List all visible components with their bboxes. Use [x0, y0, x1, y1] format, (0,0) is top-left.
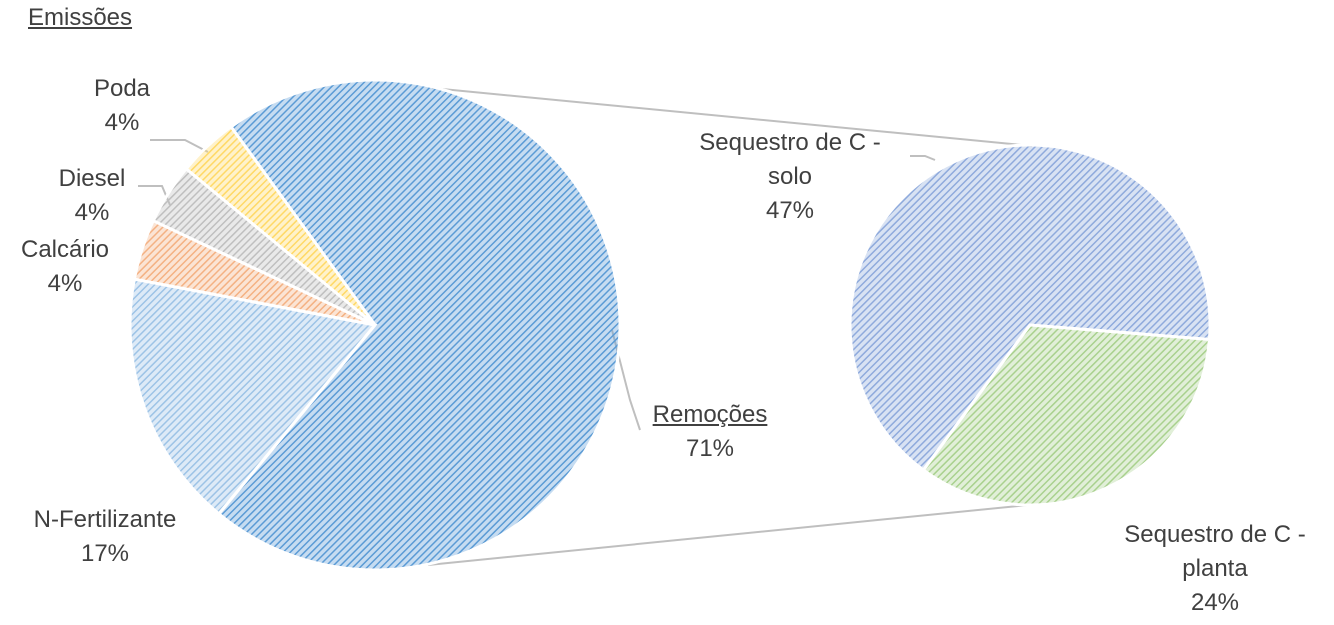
value-label: 24% [1190, 589, 1240, 616]
category-label: Sequestro de C - solo [699, 129, 881, 190]
slice-label: Poda 4% [62, 72, 182, 140]
category-label: Sequestro de C - planta [1124, 521, 1306, 582]
category-label: Remoções [652, 401, 768, 428]
slice-label: Sequestro de C - planta 24% [1103, 518, 1328, 620]
category-label: Poda [93, 75, 151, 102]
pie-slice [216, 78, 622, 572]
pie-slice [128, 277, 378, 516]
slice-label: N-Fertilizante 17% [0, 503, 215, 571]
value-label: 47% [765, 197, 815, 224]
chart-title: Emissões [28, 4, 133, 31]
value-label: 71% [685, 435, 735, 462]
slice-label: Sequestro de C - solo 47% [678, 126, 903, 228]
category-label: Calcário [20, 236, 110, 263]
value-label: 4% [104, 109, 140, 136]
pie-slice [921, 323, 1212, 507]
value-label: 4% [47, 270, 83, 297]
connector [427, 504, 1029, 566]
connector [431, 87, 1033, 147]
pie-slice [848, 143, 1212, 473]
category-label: N-Fertilizante [33, 506, 177, 533]
slice-label: Diesel 4% [32, 162, 152, 230]
value-label: 17% [80, 540, 130, 567]
leader-line [150, 139, 209, 153]
slice-label: Remoções 71% [610, 398, 810, 466]
value-label: 4% [74, 199, 110, 226]
slice-label: Calcário 4% [5, 233, 125, 301]
leader-line [910, 155, 936, 161]
category-label: Diesel [58, 165, 126, 192]
pie-slice [184, 124, 377, 327]
